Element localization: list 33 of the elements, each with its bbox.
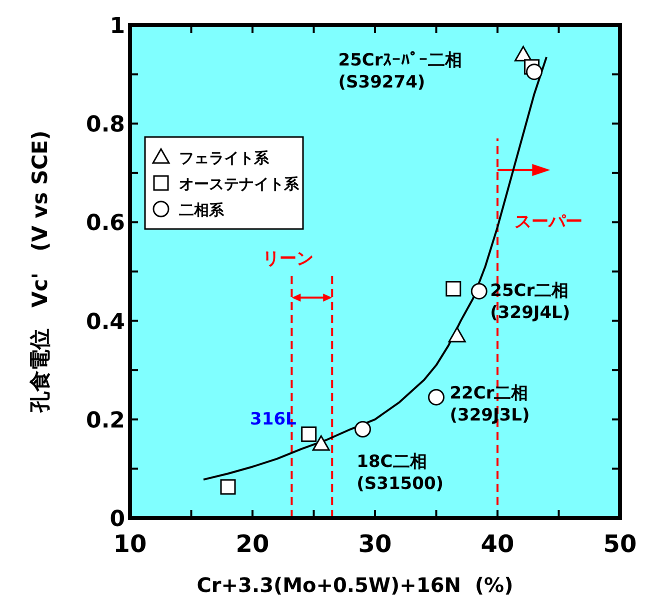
annotation: リーン — [262, 249, 314, 270]
y-tick-label: 0 — [110, 507, 125, 532]
annotation: 316L — [250, 409, 297, 430]
point — [428, 388, 444, 406]
annotation: 22Cr二相 (329J3L) — [450, 384, 530, 426]
x-tick-label: 30 — [358, 530, 392, 558]
point — [514, 46, 532, 62]
point — [220, 479, 236, 495]
annotation: 18C二相 (S31500) — [356, 452, 444, 494]
y-tick-label: 0.8 — [86, 112, 125, 138]
y-tick-label: 0.4 — [86, 310, 125, 335]
point — [526, 64, 542, 80]
point — [312, 435, 330, 451]
legend-label: フェライト系 — [179, 149, 270, 167]
point — [470, 282, 488, 300]
y-tick-label: 0.2 — [86, 408, 125, 434]
annotation: スーパー — [514, 212, 583, 232]
annotation: 25Crｽｰﾊﾟｰ二相 (S39274) — [338, 50, 462, 92]
x-tick-label: 10 — [113, 530, 147, 558]
legend-label: 二相系 — [179, 201, 225, 219]
annotation: 25Cr二相 (329J4L) — [490, 281, 570, 324]
point — [301, 426, 317, 442]
legend-label: オーステナイト系 — [179, 175, 300, 193]
x-axis-title: Cr+3.3(Mo+0.5W)+16N (%) — [196, 573, 514, 597]
y-tick-label: 0.6 — [86, 211, 125, 236]
x-tick-label: 50 — [603, 530, 637, 558]
x-tick-label: 20 — [236, 530, 270, 558]
y-axis-title: 孔食電位 Vc' (V vs SCE) — [28, 130, 52, 414]
x-tick-label: 40 — [480, 530, 514, 558]
point — [448, 326, 466, 342]
point — [446, 281, 462, 297]
y-tick-label: 1 — [110, 14, 125, 39]
point — [354, 421, 371, 438]
